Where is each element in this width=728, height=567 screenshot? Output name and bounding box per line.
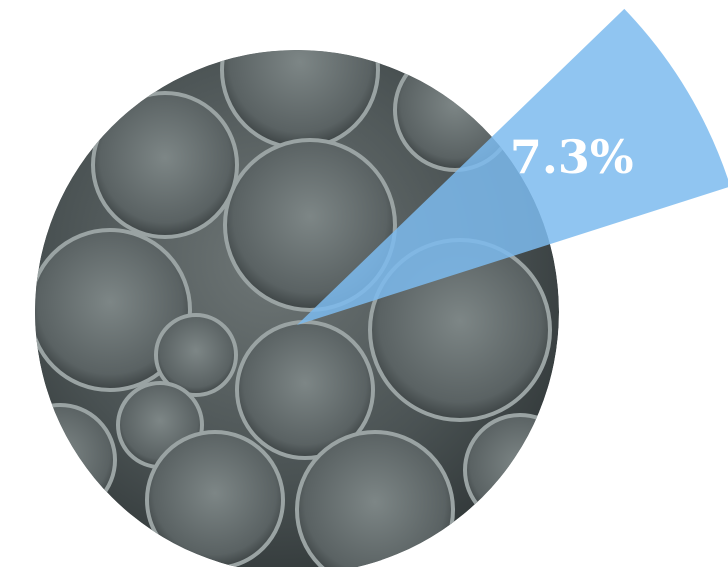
value-label: 7.3%: [510, 130, 634, 184]
photo: [35, 50, 559, 567]
pie-slice: [297, 8, 728, 325]
